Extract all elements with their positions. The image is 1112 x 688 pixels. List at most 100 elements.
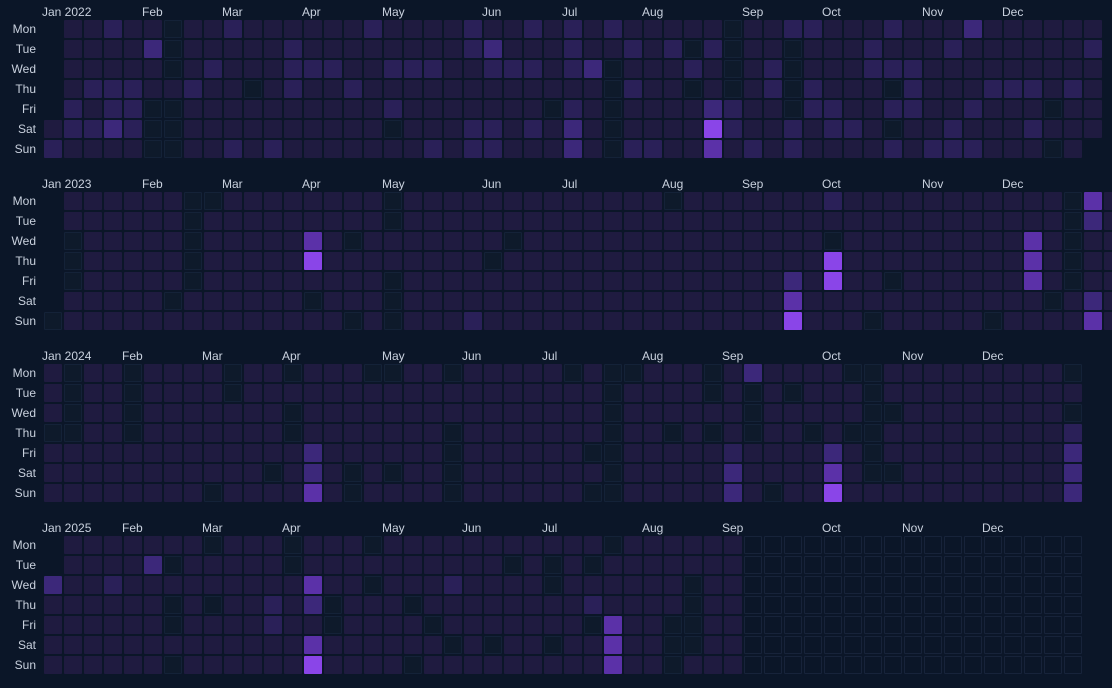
heatmap-cell[interactable] — [744, 80, 762, 98]
heatmap-cell[interactable] — [844, 192, 862, 210]
heatmap-cell[interactable] — [324, 364, 342, 382]
heatmap-cell[interactable] — [884, 596, 902, 614]
heatmap-cell[interactable] — [324, 272, 342, 290]
heatmap-cell[interactable] — [564, 404, 582, 422]
heatmap-cell[interactable] — [184, 40, 202, 58]
heatmap-cell[interactable] — [744, 576, 762, 594]
heatmap-cell[interactable] — [484, 232, 502, 250]
heatmap-cell[interactable] — [924, 120, 942, 138]
heatmap-cell[interactable] — [764, 464, 782, 482]
heatmap-cell[interactable] — [304, 272, 322, 290]
heatmap-cell[interactable] — [864, 120, 882, 138]
heatmap-cell[interactable] — [244, 292, 262, 310]
heatmap-cell[interactable] — [224, 556, 242, 574]
heatmap-cell[interactable] — [284, 292, 302, 310]
heatmap-cell[interactable] — [524, 100, 542, 118]
heatmap-cell[interactable] — [144, 596, 162, 614]
heatmap-cell[interactable] — [284, 212, 302, 230]
heatmap-cell[interactable] — [924, 384, 942, 402]
heatmap-cell[interactable] — [1004, 464, 1022, 482]
heatmap-cell[interactable] — [124, 272, 142, 290]
heatmap-cell[interactable] — [664, 464, 682, 482]
heatmap-cell[interactable] — [124, 292, 142, 310]
heatmap-cell[interactable] — [764, 404, 782, 422]
heatmap-cell[interactable] — [924, 616, 942, 634]
heatmap-cell[interactable] — [444, 192, 462, 210]
heatmap-cell[interactable] — [464, 464, 482, 482]
heatmap-cell[interactable] — [1064, 100, 1082, 118]
heatmap-cell[interactable] — [164, 656, 182, 674]
heatmap-cell[interactable] — [584, 636, 602, 654]
heatmap-cell[interactable] — [664, 556, 682, 574]
heatmap-cell[interactable] — [744, 120, 762, 138]
heatmap-cell[interactable] — [224, 656, 242, 674]
heatmap-cell[interactable] — [904, 616, 922, 634]
heatmap-cell[interactable] — [384, 656, 402, 674]
heatmap-cell[interactable] — [884, 576, 902, 594]
heatmap-cell[interactable] — [584, 232, 602, 250]
heatmap-cell[interactable] — [304, 192, 322, 210]
heatmap-cell[interactable] — [324, 424, 342, 442]
heatmap-cell[interactable] — [464, 80, 482, 98]
heatmap-cell[interactable] — [44, 364, 62, 382]
heatmap-cell[interactable] — [364, 444, 382, 462]
heatmap-cell[interactable] — [404, 252, 422, 270]
heatmap-cell[interactable] — [664, 312, 682, 330]
heatmap-cell[interactable] — [284, 20, 302, 38]
heatmap-cell[interactable] — [784, 100, 802, 118]
heatmap-cell[interactable] — [944, 636, 962, 654]
heatmap-cell[interactable] — [824, 212, 842, 230]
heatmap-cell[interactable] — [584, 464, 602, 482]
heatmap-cell[interactable] — [404, 232, 422, 250]
heatmap-cell[interactable] — [864, 192, 882, 210]
heatmap-cell[interactable] — [604, 20, 622, 38]
heatmap-cell[interactable] — [404, 536, 422, 554]
heatmap-cell[interactable] — [604, 616, 622, 634]
heatmap-cell[interactable] — [644, 444, 662, 462]
heatmap-cell[interactable] — [124, 616, 142, 634]
heatmap-cell[interactable] — [584, 556, 602, 574]
heatmap-cell[interactable] — [284, 444, 302, 462]
heatmap-cell[interactable] — [1064, 424, 1082, 442]
heatmap-cell[interactable] — [224, 80, 242, 98]
heatmap-cell[interactable] — [264, 424, 282, 442]
heatmap-cell[interactable] — [264, 484, 282, 502]
heatmap-cell[interactable] — [664, 192, 682, 210]
heatmap-cell[interactable] — [204, 484, 222, 502]
heatmap-cell[interactable] — [324, 20, 342, 38]
heatmap-cell[interactable] — [1004, 656, 1022, 674]
heatmap-cell[interactable] — [784, 140, 802, 158]
heatmap-cell[interactable] — [164, 120, 182, 138]
heatmap-cell[interactable] — [244, 212, 262, 230]
heatmap-cell[interactable] — [184, 140, 202, 158]
heatmap-cell[interactable] — [804, 556, 822, 574]
heatmap-cell[interactable] — [144, 20, 162, 38]
heatmap-cell[interactable] — [804, 404, 822, 422]
heatmap-cell[interactable] — [744, 40, 762, 58]
heatmap-cell[interactable] — [104, 656, 122, 674]
heatmap-cell[interactable] — [704, 192, 722, 210]
heatmap-cell[interactable] — [764, 444, 782, 462]
heatmap-cell[interactable] — [664, 80, 682, 98]
heatmap-cell[interactable] — [284, 616, 302, 634]
heatmap-cell[interactable] — [444, 636, 462, 654]
heatmap-cell[interactable] — [384, 20, 402, 38]
heatmap-cell[interactable] — [164, 444, 182, 462]
heatmap-cell[interactable] — [1044, 464, 1062, 482]
heatmap-cell[interactable] — [864, 60, 882, 78]
heatmap-cell[interactable] — [424, 140, 442, 158]
heatmap-cell[interactable] — [384, 576, 402, 594]
heatmap-cell[interactable] — [204, 272, 222, 290]
heatmap-cell[interactable] — [744, 616, 762, 634]
heatmap-cell[interactable] — [624, 120, 642, 138]
heatmap-cell[interactable] — [864, 140, 882, 158]
heatmap-cell[interactable] — [1024, 232, 1042, 250]
heatmap-cell[interactable] — [664, 252, 682, 270]
heatmap-cell[interactable] — [124, 464, 142, 482]
heatmap-cell[interactable] — [844, 232, 862, 250]
heatmap-cell[interactable] — [864, 272, 882, 290]
heatmap-cell[interactable] — [344, 232, 362, 250]
heatmap-cell[interactable] — [224, 60, 242, 78]
heatmap-cell[interactable] — [604, 484, 622, 502]
heatmap-cell[interactable] — [424, 252, 442, 270]
